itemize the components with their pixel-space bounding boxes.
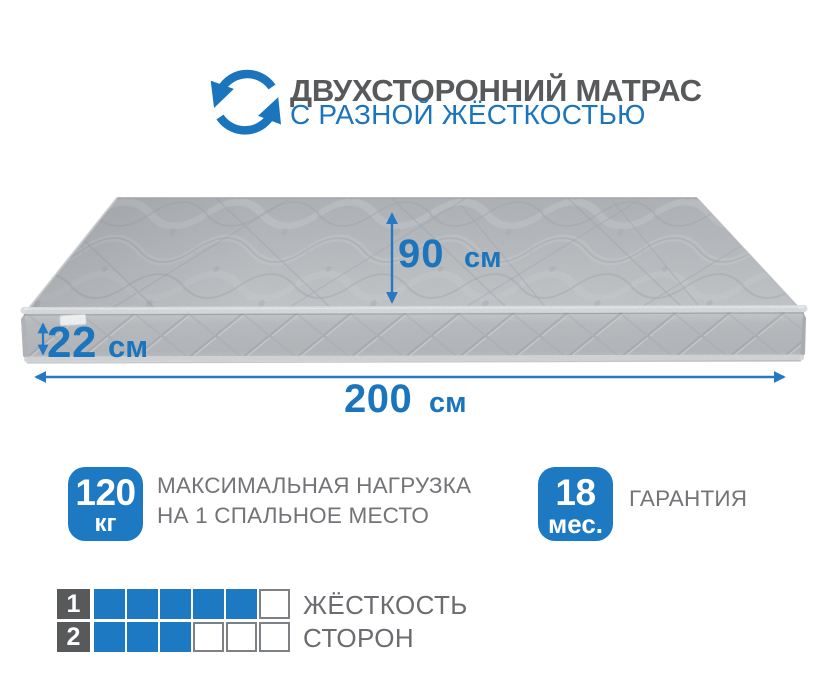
hardness-row-2-scale — [94, 622, 290, 652]
length-unit-label: см — [429, 387, 467, 419]
rotate-arrows-icon-svg — [210, 69, 282, 135]
hardness-label-line2: СТОРОН — [303, 623, 415, 653]
depth-dimension: 90 см — [386, 212, 502, 304]
max-load-label-line2: НА 1 СПАЛЬНОЕ МЕСТО — [157, 503, 430, 528]
depth-unit-label: см — [464, 242, 502, 274]
length-dimension: 200 см — [34, 371, 786, 421]
hardness-empty-square — [226, 622, 257, 652]
hardness-filled-square — [94, 589, 125, 619]
top-rotate-arrow — [210, 69, 276, 108]
hardness-filled-square — [127, 589, 158, 619]
fabric-grain — [25, 198, 803, 361]
hardness-filled-square — [193, 589, 224, 619]
hardness-label-line1: ЖЁСТКОСТЬ — [303, 590, 468, 620]
height-dimension: 22 см — [37, 318, 148, 367]
right-corner-sliver — [800, 312, 806, 359]
rotate-arrows-icon — [198, 60, 290, 152]
bottom-rotate-arrow — [216, 97, 282, 135]
hardness-row-1-index: 1 — [57, 589, 90, 619]
hardness-label: ЖЁСТКОСТЬ СТОРОН — [303, 589, 468, 655]
max-load-badge: 120 кг — [68, 467, 143, 541]
page-title: ДВУХСТОРОННИЙ МАТРАС — [290, 73, 702, 108]
height-value-label: 22 — [47, 318, 97, 367]
hardness-empty-square — [259, 622, 290, 652]
length-value-label: 200 — [344, 377, 412, 421]
mattress-illustration: 90 см 22 см 200 см — [20, 197, 808, 421]
height-unit-label: см — [108, 329, 148, 364]
hardness-row-2: 2 — [57, 622, 290, 652]
warranty-unit: мес. — [547, 509, 604, 539]
depth-value-label: 90 — [398, 232, 445, 276]
hardness-empty-square — [193, 622, 224, 652]
max-load-label-line1: МАКСИМАЛЬНАЯ НАГРУЗКА — [157, 473, 472, 498]
hardness-filled-square — [160, 622, 191, 652]
hardness-row-2-index: 2 — [57, 622, 90, 652]
mattress-figure: 90 см 22 см 200 см — [0, 160, 816, 430]
hardness-row-1: 1 — [57, 589, 290, 619]
max-load-value: 120 — [75, 472, 136, 513]
hardness-filled-square — [127, 622, 158, 652]
hardness-filled-square — [94, 622, 125, 652]
left-corner-sliver — [21, 313, 28, 361]
hardness-filled-square — [160, 589, 191, 619]
max-load-label: МАКСИМАЛЬНАЯ НАГРУЗКА НА 1 СПАЛЬНОЕ МЕСТ… — [157, 471, 471, 531]
page-subtitle: С РАЗНОЙ ЖЁСТКОСТЬЮ — [290, 99, 646, 130]
warranty-badge: 18 мес. — [538, 467, 613, 541]
hardness-filled-square — [226, 589, 257, 619]
max-load-unit: кг — [94, 510, 117, 537]
bottom-edge-shadow — [26, 360, 802, 364]
warranty-label: ГАРАНТИЯ — [629, 484, 747, 514]
warranty-label-line1: ГАРАНТИЯ — [629, 486, 748, 511]
hardness-empty-square — [259, 589, 290, 619]
hardness-row-1-scale — [94, 589, 290, 619]
warranty-value: 18 — [555, 472, 596, 513]
